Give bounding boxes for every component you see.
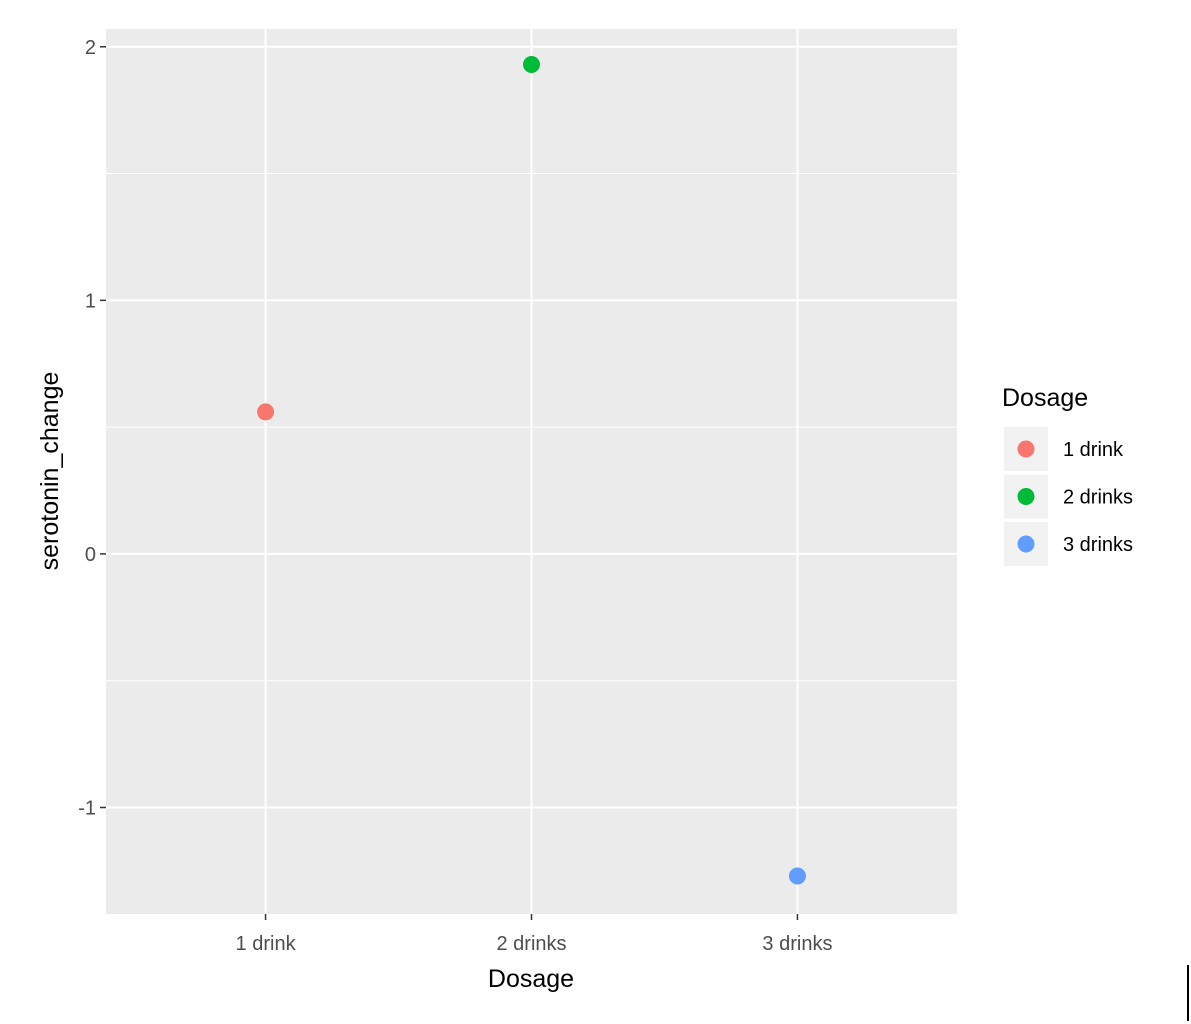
- x-axis-title: Dosage: [488, 965, 574, 993]
- data-point: [257, 403, 275, 421]
- legend: Dosage 1 drink 2 drinks 3 drinks: [1002, 384, 1133, 566]
- legend-label: 2 drinks: [1063, 487, 1133, 509]
- x-tick-label: 2 drinks: [496, 933, 566, 955]
- legend-keys: 1 drink 2 drinks 3 drinks: [1004, 427, 1133, 566]
- y-tick-label: 1: [85, 290, 96, 312]
- y-axis-ticks: -1 0 1 2: [78, 37, 106, 819]
- y-tick-label: -1: [78, 797, 96, 819]
- x-axis-ticks: 1 drink 2 drinks 3 drinks: [236, 914, 832, 955]
- major-gridlines: [106, 29, 957, 914]
- legend-marker: [1017, 440, 1035, 458]
- legend-marker: [1017, 488, 1035, 505]
- data-point: [788, 867, 806, 885]
- y-axis-title: serotonin_change: [36, 372, 64, 571]
- edge-mark: [1187, 965, 1189, 1021]
- x-tick-label: 3 drinks: [762, 933, 832, 955]
- data-point: [523, 56, 540, 74]
- legend-marker: [1017, 535, 1035, 553]
- y-tick-label: 0: [85, 544, 96, 566]
- x-tick-label: 1 drink: [236, 933, 297, 955]
- legend-label: 3 drinks: [1063, 534, 1133, 556]
- legend-title: Dosage: [1002, 384, 1088, 412]
- data-points: [257, 56, 806, 885]
- legend-label: 1 drink: [1063, 439, 1124, 461]
- y-tick-label: 2: [85, 37, 96, 59]
